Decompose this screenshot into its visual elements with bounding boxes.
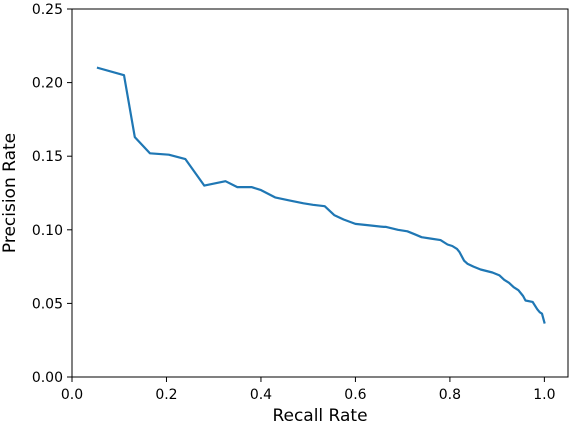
x-tick-label: 0.8 [439, 387, 461, 403]
y-tick-label: 0.05 [32, 296, 63, 312]
chart-marks [96, 66, 546, 324]
series-line-0 [96, 66, 546, 324]
x-axis: 0.0 0.2 0.4 0.6 0.8 1.0 [61, 377, 556, 403]
x-tick-label: 0.0 [61, 387, 83, 403]
x-tick-label: 0.6 [344, 387, 366, 403]
x-tick-label: 0.2 [155, 387, 177, 403]
y-axis-label: Precision Rate [0, 133, 20, 253]
y-tick-label: 0.20 [32, 76, 63, 92]
y-axis: 0.00 0.05 0.10 0.15 0.20 0.25 [32, 2, 72, 386]
plot-frame [71, 8, 569, 378]
y-tick-label: 0.15 [32, 149, 63, 165]
y-tick-label: 0.10 [32, 223, 63, 239]
x-axis-label: Recall Rate [272, 406, 367, 425]
y-tick-label: 0.25 [32, 2, 63, 18]
y-tick-label: 0.00 [32, 370, 63, 386]
x-tick-label: 0.4 [250, 387, 272, 403]
x-tick-label: 1.0 [533, 387, 555, 403]
